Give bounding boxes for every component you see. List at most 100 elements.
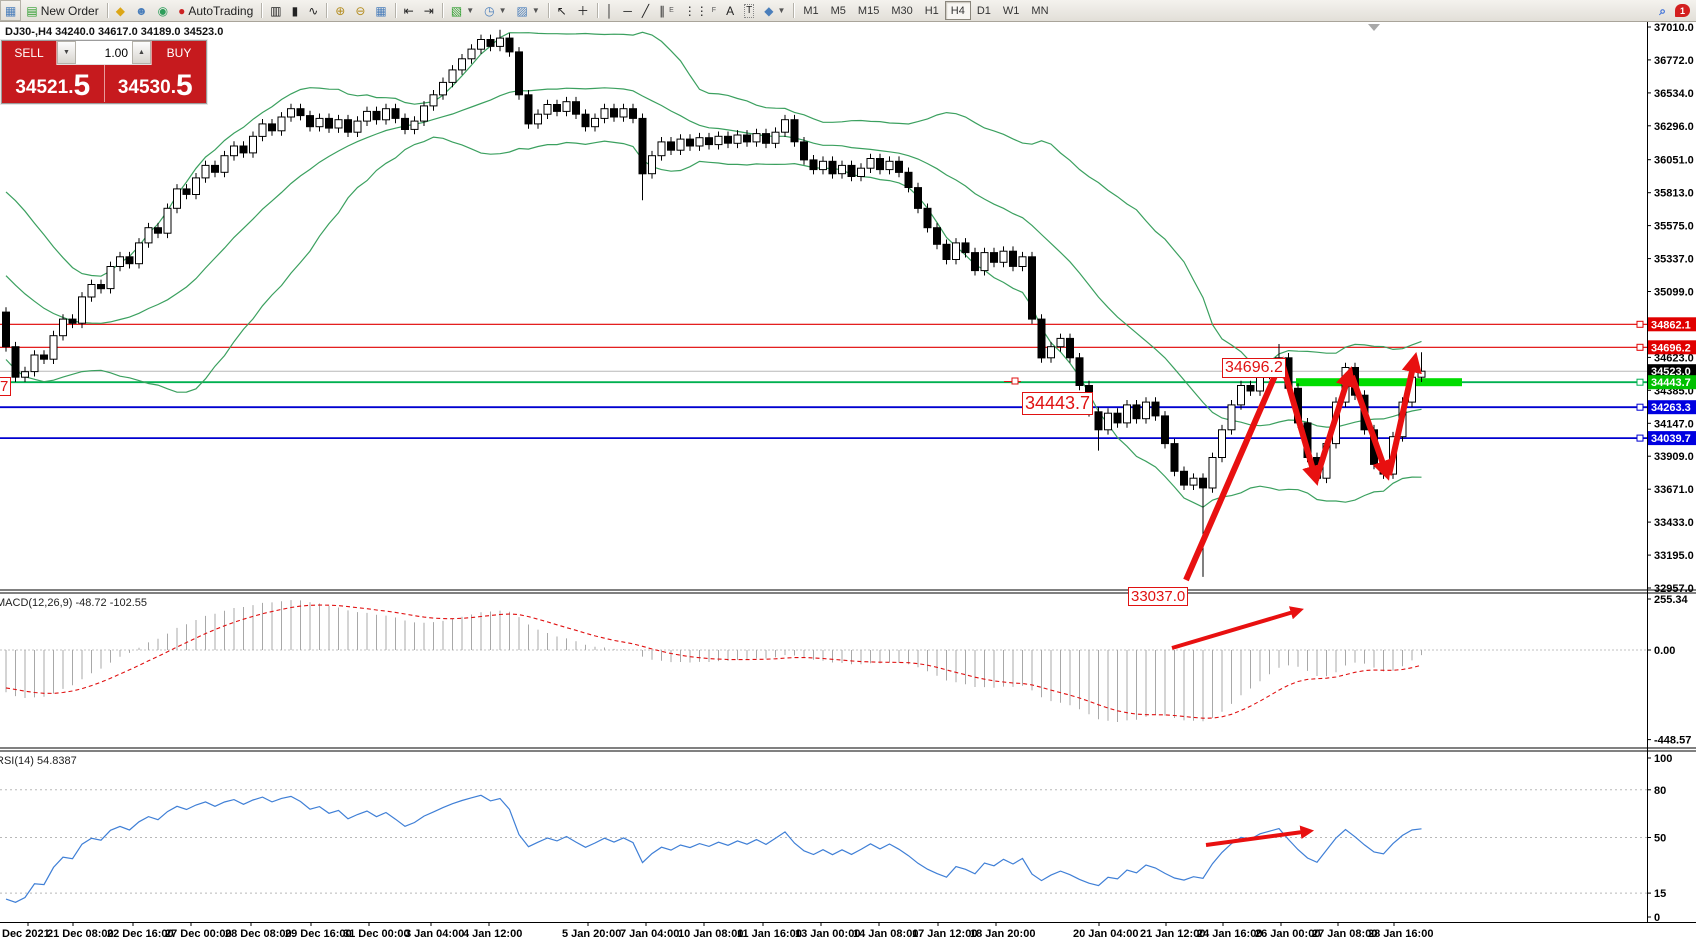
timeframe-button-m1[interactable]: M1	[803, 4, 819, 17]
price-annotation-34443-7[interactable]: 34443.7	[1022, 392, 1094, 415]
toolbar-separator	[394, 3, 396, 18]
horizontal-line-tool[interactable]: ─	[618, 0, 637, 21]
price-badge	[1648, 431, 1696, 446]
new-chart-button[interactable]: ▦	[0, 0, 22, 21]
time-label: 3 Jan 04:00	[405, 928, 464, 940]
chart-window[interactable]: DJ30-,H4 34240.0 34617.0 34189.0 34523.0…	[0, 21, 1696, 942]
chart-shift-button[interactable]: ⇥	[419, 0, 439, 21]
new-order-button[interactable]: ▤ New Order	[21, 0, 103, 21]
chart-canvas[interactable]: 37010.0 36772.0 36534.0 36296.0 36051.0 35813…	[0, 21, 1696, 942]
trend-arrow	[1205, 825, 1315, 847]
template-dropdown[interactable]: ▨ ▼	[512, 0, 545, 21]
signal-button[interactable]: ◉	[153, 0, 173, 21]
trend-arrows[interactable]	[1171, 352, 1422, 847]
buy-price[interactable]: 34530. 5	[105, 65, 207, 102]
price-tick: 34147.0	[1654, 418, 1694, 430]
price-tick: 32957.0	[1654, 583, 1694, 595]
trend-arrow	[1183, 356, 1285, 582]
timeframe-button-d1[interactable]: D1	[976, 4, 991, 17]
volume-up-button[interactable]: ▲	[132, 41, 151, 64]
volume-input[interactable]	[76, 41, 132, 64]
timeframe-button-m30[interactable]: M30	[891, 4, 913, 17]
sell-price[interactable]: 34521. 5	[2, 65, 105, 102]
trendline-tool[interactable]: ╱	[637, 0, 654, 21]
time-label: 11 Jan 16:00	[737, 928, 802, 940]
time-label: 4 Jan 12:00	[463, 928, 522, 940]
rsi-tick: 0	[1654, 912, 1660, 924]
fibonacci-icon: ⋮⋮	[683, 3, 708, 18]
level-handle	[1636, 403, 1644, 411]
price-annotation-33037-0[interactable]: 33037.0	[1128, 587, 1189, 606]
profile-button[interactable]: ☻	[130, 0, 153, 21]
price-axis[interactable]: 37010.0 36772.0 36534.0 36296.0 36051.0 35813…	[1647, 22, 1696, 924]
macd-signal-line	[5, 604, 1422, 719]
trend-arrow	[1386, 352, 1422, 476]
panel-borders	[0, 21, 1696, 923]
timeframe-button-h4[interactable]: H4	[944, 1, 971, 20]
auto-scroll-button[interactable]: ⇤	[399, 0, 419, 21]
notification-badge[interactable]: 1	[1675, 4, 1690, 17]
price-tick: 34623.0	[1654, 352, 1694, 364]
chart-shift-icon: ⇥	[423, 3, 434, 18]
zoom-out-button[interactable]: ⊖	[350, 0, 370, 21]
shapes-dropdown[interactable]: ◆ ▼	[759, 0, 790, 21]
dropdown-arrow-icon: ▼	[531, 6, 540, 15]
price-tick: 36051.0	[1654, 155, 1694, 167]
bb-upper	[5, 31, 1422, 366]
trendline-icon: ╱	[641, 3, 650, 18]
tile-windows-button[interactable]: ▦	[370, 0, 391, 21]
timeframe-button-w1[interactable]: W1	[1002, 4, 1020, 17]
text-label-tool[interactable]: T	[739, 0, 759, 21]
level-handle	[1636, 434, 1644, 442]
styler-button[interactable]: ◆	[111, 0, 130, 21]
volume-down-button[interactable]: ▼	[57, 41, 76, 64]
candlestick-icon: ▮	[291, 3, 299, 18]
trend-arrow	[1313, 366, 1356, 481]
timeframe-button-mn[interactable]: MN	[1031, 4, 1049, 17]
time-label: 28 Jan 16:00	[1368, 928, 1433, 940]
channel-tool[interactable]: ∥ E	[654, 0, 679, 21]
timeframe-button-m5[interactable]: M5	[830, 4, 846, 17]
price-annotation-7[interactable]: 7	[0, 377, 12, 396]
channel-sub-label: E	[669, 7, 674, 14]
price-tick: 33195.0	[1654, 550, 1694, 562]
buy-price-dot: .	[170, 77, 176, 98]
price-tick: 36296.0	[1654, 121, 1694, 133]
zoom-out-icon: ⊖	[355, 3, 366, 18]
rsi-tick: 15	[1654, 888, 1666, 900]
macd-panel	[0, 600, 1647, 722]
shapes-icon: ◆	[764, 3, 774, 18]
toolbar-separator	[547, 3, 549, 18]
timeframe-button-h1[interactable]: H1	[924, 4, 939, 17]
dropdown-arrow-icon: ▼	[777, 6, 786, 15]
vertical-line-tool[interactable]: │	[601, 0, 619, 21]
crosshair-tool-button[interactable]: ＋	[572, 0, 594, 21]
bb-middle	[5, 87, 1422, 428]
cursor-tool-button[interactable]: ↖	[552, 0, 572, 21]
price-annotation-34696-2[interactable]: 34696.2	[1222, 358, 1286, 378]
timeframe-button-m15[interactable]: M15	[857, 4, 880, 17]
search-icon: ⌕	[1659, 3, 1666, 18]
text-tool[interactable]: A	[721, 0, 739, 21]
zoom-in-button[interactable]: ⊕	[330, 0, 350, 21]
toolbar-separator	[441, 3, 443, 18]
toolbar-separator	[261, 3, 263, 18]
bar-chart-button[interactable]: ▥	[265, 0, 286, 21]
time-label: 17 Jan 12:00	[912, 928, 977, 940]
time-label: 14 Jan 08:00	[853, 928, 918, 940]
period-dropdown[interactable]: ◷ ▼	[479, 0, 511, 21]
candlestick-chart-button[interactable]: ▮	[287, 0, 304, 21]
line-chart-button[interactable]: ∿	[303, 0, 323, 21]
search-button[interactable]: ⌕	[1654, 0, 1671, 21]
sell-button[interactable]: SELL	[2, 41, 57, 65]
price-badge	[1648, 317, 1696, 332]
toolbar-separator	[793, 3, 795, 18]
buy-button[interactable]: BUY	[151, 41, 206, 65]
buy-label: BUY	[166, 46, 192, 60]
fibonacci-tool[interactable]: ⋮⋮ F	[679, 0, 721, 21]
autotrading-button[interactable]: ● AutoTrading	[173, 0, 258, 21]
time-label: 22 Dec 16:00	[107, 928, 174, 940]
new-chart-dropdown[interactable]: ▧ ▼	[446, 0, 479, 21]
profile-icon: ☻	[134, 3, 148, 18]
